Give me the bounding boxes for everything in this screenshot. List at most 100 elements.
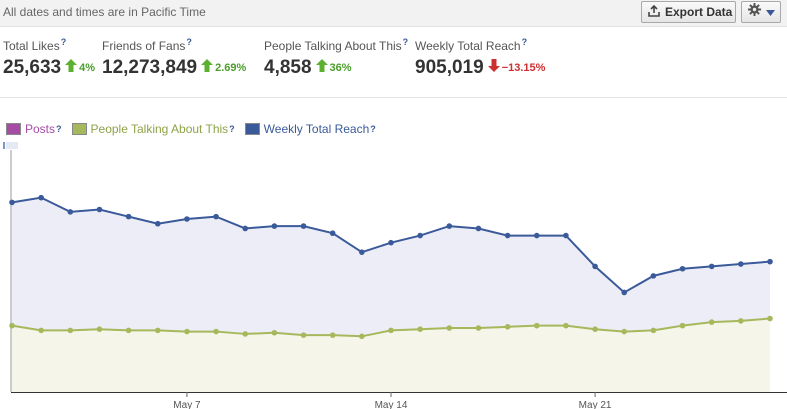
reach-point [504,232,511,239]
reach-point [621,289,628,296]
top-bar: All dates and times are in Pacific Time … [0,0,787,27]
legend-item-people-talking[interactable]: People Talking About This? [71,122,235,136]
chart-legend: Posts? People Talking About This? Weekly… [6,121,386,137]
talking-point [242,331,249,337]
stat-label: Total Likes [3,39,60,53]
talking-point [592,326,598,332]
reach-point [446,223,453,229]
slider-track [6,142,18,149]
reach-point [329,230,336,237]
talking-point [38,327,44,334]
reach-point [271,223,278,229]
talking-point [417,326,423,332]
legend-swatch [71,123,87,135]
reach-point [650,273,657,279]
stat-weekly-reach: Weekly Total Reach? 905,019 −13.15% [415,37,545,79]
reach-point [96,206,103,213]
x-tick-label: May 14 [375,400,408,409]
help-icon[interactable]: ? [370,124,376,134]
help-icon[interactable]: ? [229,124,235,134]
talking-point [96,326,103,332]
talking-point [9,322,15,329]
stat-change: −13.15% [501,62,546,74]
help-icon[interactable]: ? [521,37,528,47]
x-tick-label: May 7 [173,400,201,409]
reach-point [359,249,365,255]
stat-value: 12,273,849 [102,57,198,78]
reach-point [533,232,540,239]
talking-point [125,327,132,334]
stat-value: 4,858 [264,57,312,78]
reach-point [184,216,190,222]
x-tick-label: May 21 [579,400,612,409]
export-data-label: Export Data [665,5,733,19]
reach-point [154,220,161,227]
talking-point [184,328,190,335]
talking-point [533,322,540,329]
legend-item-posts[interactable]: Posts? [6,122,62,136]
legend-swatch [6,123,21,135]
reach-point [679,265,686,272]
help-icon[interactable]: ? [60,37,67,47]
legend-item-weekly-reach[interactable]: Weekly Total Reach? [244,122,376,136]
reach-point [563,232,569,239]
export-icon [648,4,665,20]
reach-point [388,239,394,246]
reach-point [592,263,598,270]
up-arrow-icon [315,59,328,77]
talking-point [300,332,307,338]
talking-point [388,327,394,334]
talking-point [154,327,161,334]
stat-value: 905,019 [415,57,484,78]
stat-change: 2.69% [215,62,247,74]
stat-value: 25,633 [3,57,62,78]
talking-point [329,332,336,338]
reach-point [417,232,423,239]
stat-label: People Talking About This [264,39,402,53]
export-data-button[interactable]: Export Data [641,1,736,23]
reach-chart: May 7 May 14 May 21 [0,150,787,409]
stat-label: Weekly Total Reach [415,39,521,53]
legend-label: Posts [25,122,56,136]
help-icon[interactable]: ? [186,37,192,47]
slider-handle[interactable] [3,142,5,149]
gear-icon [747,3,761,21]
reach-point [38,194,44,201]
talking-point [504,324,511,330]
legend-swatch [244,123,260,135]
reach-point [67,209,74,215]
reach-point [242,225,249,232]
talking-point [446,325,453,331]
down-arrow-icon [487,59,500,77]
reach-point [708,263,715,270]
legend-label: People Talking About This [90,122,229,136]
up-arrow-icon [201,59,214,77]
chart-svg: May 7 May 14 May 21 [9,150,787,409]
talking-point [359,333,365,340]
stat-people-talking: People Talking About This? 4,858 36% [264,37,408,79]
stat-change: 36% [329,62,352,74]
reach-point [9,199,15,206]
settings-dropdown-button[interactable] [741,1,781,23]
talking-point [475,325,482,331]
stat-total-likes: Total Likes? 25,633 4% [3,37,95,79]
chevron-down-icon [765,3,775,21]
stats-summary: Total Likes? 25,633 4% Friends of Fans? … [0,37,787,97]
range-slider[interactable] [3,142,19,149]
talking-point [621,328,628,335]
up-arrow-icon [65,59,78,77]
reach-point [767,258,773,265]
talking-point [650,327,657,334]
talking-point [708,319,715,325]
divider [0,97,787,98]
reach-point [475,225,482,232]
reach-point [300,223,307,229]
help-icon[interactable]: ? [56,124,62,134]
help-icon[interactable]: ? [402,37,409,47]
talking-point [67,327,74,334]
talking-point [738,318,744,324]
talking-point [271,329,278,336]
talking-point [563,322,569,329]
reach-point [738,261,744,267]
stat-friends-of-fans: Friends of Fans? 12,273,849 2.69% [102,37,246,79]
